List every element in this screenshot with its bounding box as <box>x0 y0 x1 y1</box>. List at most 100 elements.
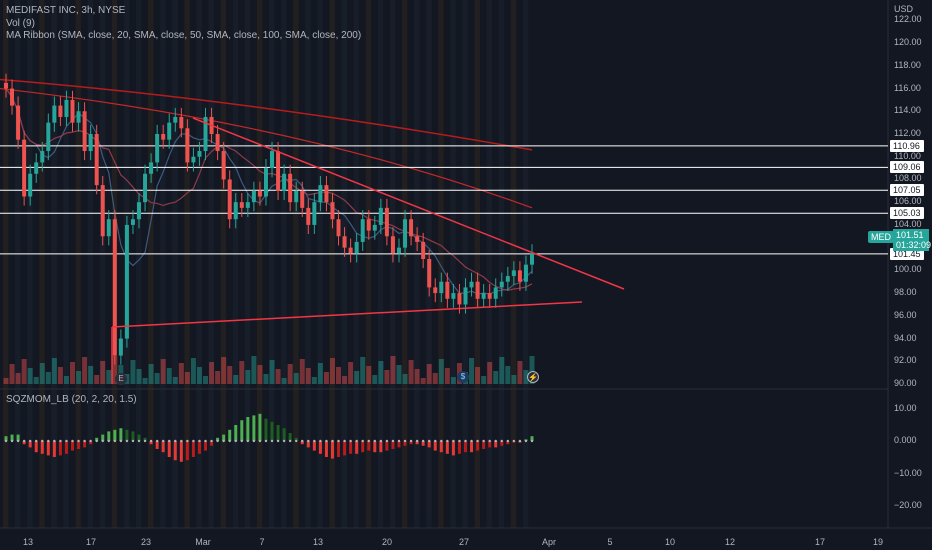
volume-bar <box>420 378 426 384</box>
candle-body <box>76 111 81 123</box>
volume-bar <box>203 376 209 384</box>
candle-body <box>415 236 420 242</box>
volume-bar <box>21 359 27 384</box>
candle-body <box>372 224 377 231</box>
squeeze-dot <box>89 439 92 443</box>
candle-body <box>221 151 226 180</box>
candle-body <box>481 293 486 299</box>
squeeze-dot <box>107 439 110 443</box>
candle-body <box>16 105 21 140</box>
indicator-tick-label: −20.00 <box>894 500 922 510</box>
squeeze-dot <box>83 439 86 443</box>
candle-body <box>421 241 426 259</box>
volume-bar <box>257 365 263 384</box>
momentum-bar <box>10 434 14 441</box>
candle-body <box>167 122 172 140</box>
momentum-bar <box>155 441 159 449</box>
price-tick-label: 110.00 <box>894 150 921 161</box>
squeeze-dot <box>276 439 280 443</box>
squeeze-dot <box>428 439 431 443</box>
volume-bar <box>281 378 287 384</box>
candle-body <box>179 116 184 129</box>
earnings-icon[interactable]: E <box>115 373 127 385</box>
current-price: 101.51 <box>896 230 924 240</box>
session-shade <box>160 0 166 528</box>
volume-bar <box>57 367 63 384</box>
session-shade <box>389 0 396 528</box>
momentum-bar <box>40 441 44 454</box>
session-shade <box>305 0 311 528</box>
candle-body <box>155 134 160 163</box>
momentum-bar <box>89 441 93 445</box>
squeeze-dot <box>95 439 98 443</box>
volume-bar <box>148 364 154 384</box>
price-tick-label: 94.00 <box>894 332 917 343</box>
candle-body <box>451 293 456 299</box>
momentum-bar <box>306 441 310 448</box>
volume-bar <box>426 364 432 384</box>
volume-bar <box>354 371 360 384</box>
volume-legend[interactable]: Vol (9) <box>6 18 35 29</box>
momentum-bar <box>185 441 189 461</box>
momentum-bar <box>318 441 322 454</box>
currency-label: USD <box>894 4 914 14</box>
candle-body <box>112 219 117 356</box>
symbol-title[interactable]: MEDIFAST INC, 3h, NYSE <box>6 5 126 16</box>
candle-body <box>276 151 281 191</box>
volume-bar <box>481 376 487 384</box>
squeeze-dot <box>464 439 467 443</box>
squeeze-dot <box>186 439 189 443</box>
momentum-bar <box>34 441 38 453</box>
momentum-bar <box>204 441 208 451</box>
ma100-line <box>0 87 533 209</box>
volume-bar <box>511 375 517 384</box>
price-tick-label: 112.00 <box>894 128 921 138</box>
time-tick-label: 17 <box>85 537 97 547</box>
ma-ribbon-legend[interactable]: MA Ribbon (SMA, close, 20, SMA, close, 5… <box>6 30 362 41</box>
momentum-bar <box>488 441 492 448</box>
lightning-icon[interactable]: ⚡ <box>527 371 539 383</box>
session-shade <box>15 0 21 528</box>
volume-bar <box>390 356 396 384</box>
squeeze-dot <box>101 439 104 443</box>
momentum-bar <box>101 434 105 441</box>
volume-bar <box>245 370 251 384</box>
dividend-icon[interactable]: $ <box>457 371 469 383</box>
session-shade <box>377 0 384 528</box>
squeeze-dot <box>282 439 286 443</box>
squeeze-momentum-legend[interactable]: SQZMOM_LB (20, 2, 20, 1.5) <box>6 394 137 405</box>
candle-body <box>215 134 220 152</box>
momentum-bar <box>28 441 32 448</box>
volume-bar <box>3 378 9 384</box>
momentum-bar <box>433 441 437 451</box>
momentum-bar <box>506 441 510 445</box>
squeeze-dot <box>446 439 449 443</box>
squeeze-dot <box>337 439 340 443</box>
time-tick-label: 5 <box>607 537 613 547</box>
session-shade <box>232 0 239 528</box>
volume-bar <box>299 359 305 384</box>
squeeze-dot <box>28 439 32 443</box>
momentum-bar <box>427 441 431 448</box>
momentum-bar <box>476 441 480 451</box>
session-shade <box>474 0 481 528</box>
volume-bar <box>432 373 438 384</box>
squeeze-dot <box>530 439 534 443</box>
session-shade <box>317 0 323 528</box>
volume-bar <box>475 367 481 384</box>
volume-bar <box>178 363 184 384</box>
session-shade <box>281 0 287 528</box>
volume-bar <box>275 369 281 384</box>
volume-bar <box>45 372 51 384</box>
candle-body <box>197 151 202 157</box>
squeeze-dot <box>288 439 292 443</box>
candle-body <box>263 168 268 197</box>
candle-body <box>100 185 105 237</box>
candle-body <box>445 281 450 299</box>
session-shade <box>341 0 347 528</box>
volume-bar <box>505 366 511 384</box>
session-shade <box>2 0 9 528</box>
session-shade <box>402 0 408 528</box>
candle-body <box>185 128 190 163</box>
